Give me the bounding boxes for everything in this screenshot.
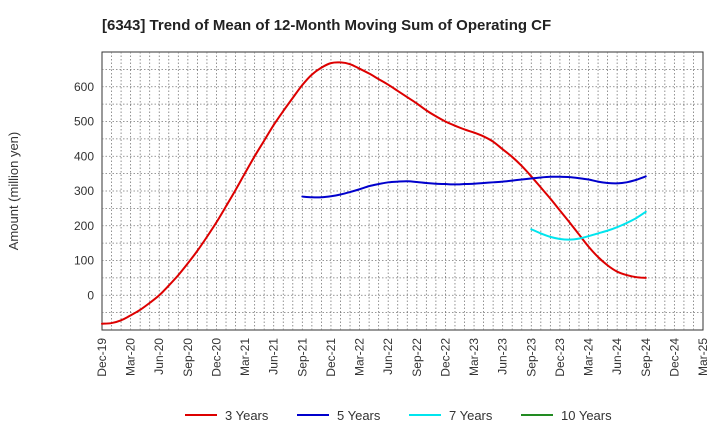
legend-label-5-years: 5 Years: [337, 408, 381, 423]
x-tick-label: Dec-19: [95, 338, 109, 377]
x-tick-label: Dec-20: [209, 338, 223, 377]
x-tick-label: Sep-23: [524, 338, 538, 377]
x-tick-label: Sep-21: [295, 338, 309, 377]
x-tick-label: Dec-21: [324, 338, 338, 377]
x-axis-ticks: Dec-19 Mar-20 Jun-20 Sep-20 Dec-20 Mar-21 Jun-…: [95, 338, 710, 377]
series-line-5-years: [301, 175, 647, 199]
x-tick-label: Jun-23: [496, 338, 510, 375]
x-tick-label: Mar-21: [238, 338, 252, 376]
x-tick-label: Dec-24: [667, 338, 681, 377]
y-axis-label: Amount (million yen): [6, 132, 21, 251]
legend-label-10-years: 10 Years: [561, 408, 612, 423]
y-tick-label: 300: [74, 184, 94, 198]
x-tick-label: Mar-25: [696, 338, 710, 376]
legend-label-3-years: 3 Years: [225, 408, 269, 423]
y-tick-label: 100: [74, 254, 94, 268]
series-lines: [101, 61, 647, 325]
series-line-7-years: [530, 210, 647, 241]
series-line-3-years: [101, 61, 647, 325]
y-tick-label: 400: [74, 149, 94, 163]
legend: 3 Years 5 Years 7 Years 10 Years: [185, 408, 612, 423]
x-tick-label: Sep-20: [181, 338, 195, 377]
x-tick-label: Jun-21: [267, 338, 281, 375]
x-tick-label: Dec-22: [438, 338, 452, 377]
x-tick-label: Sep-22: [410, 338, 424, 377]
y-tick-label: 0: [87, 288, 94, 302]
x-tick-label: Mar-23: [467, 338, 481, 376]
x-tick-label: Mar-24: [582, 338, 596, 376]
y-tick-label: 200: [74, 219, 94, 233]
x-tick-label: Dec-23: [553, 338, 567, 377]
chart-title: [6343] Trend of Mean of 12-Month Moving …: [102, 17, 551, 34]
y-tick-label: 600: [74, 80, 94, 94]
y-tick-label: 500: [74, 115, 94, 129]
x-tick-label: Jun-24: [610, 338, 624, 375]
x-tick-label: Mar-20: [124, 338, 138, 376]
legend-label-7-years: 7 Years: [449, 408, 493, 423]
x-tick-label: Sep-24: [639, 338, 653, 377]
x-tick-label: Mar-22: [353, 338, 367, 376]
x-tick-label: Jun-20: [152, 338, 166, 375]
x-tick-label: Jun-22: [381, 338, 395, 375]
y-axis-ticks: 0 100 200 300 400 500 600: [74, 80, 94, 303]
